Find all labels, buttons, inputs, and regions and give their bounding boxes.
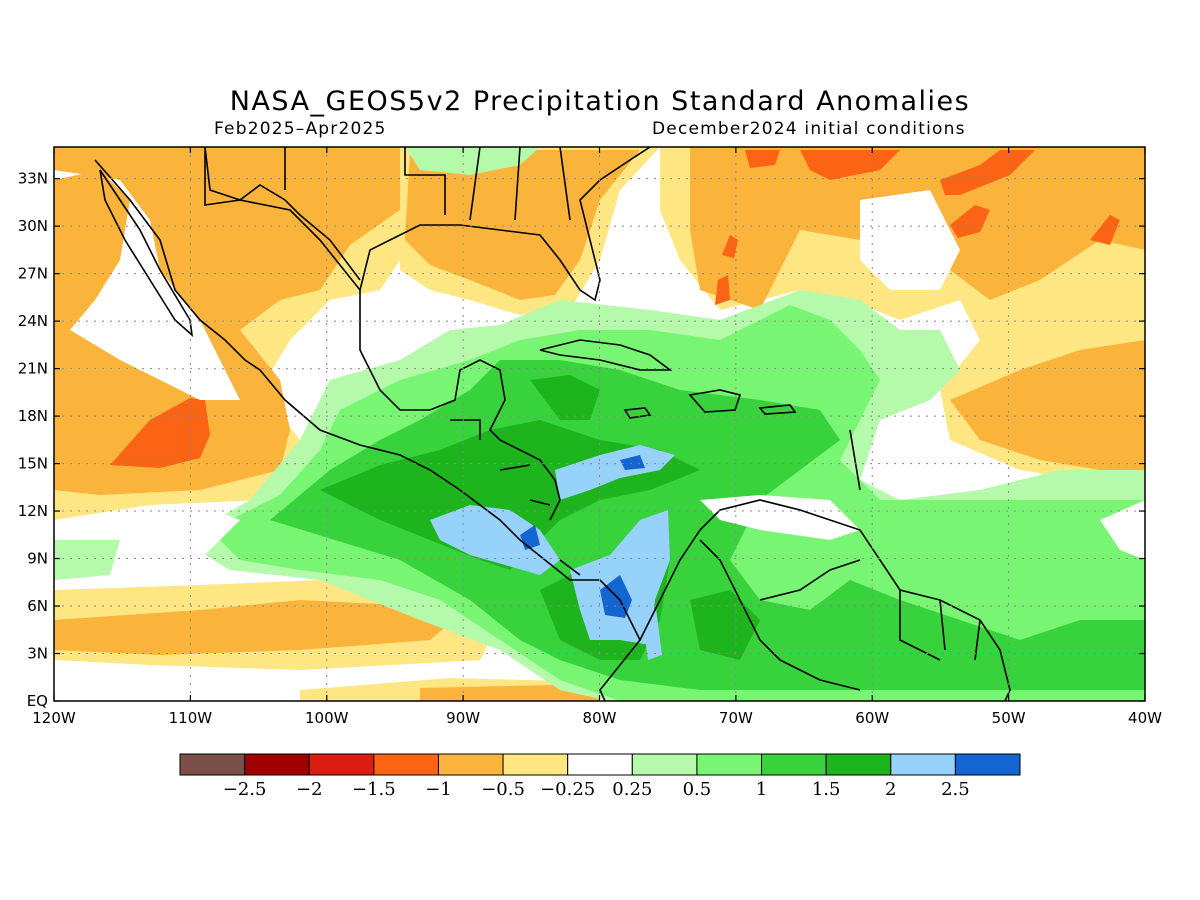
lat-tick-label: 6N [27,597,48,615]
colorbar-swatch [437,753,504,776]
anomaly-field [54,147,1145,701]
anomaly-region [722,235,738,258]
anomaly-region [430,505,560,575]
anomaly-region [690,590,760,660]
colorbar-swatch [567,753,633,776]
anomaly-region [54,540,120,580]
anomaly-region [860,190,960,290]
lon-tick-label: 120W [32,709,76,727]
coastline-hispaniola [688,389,742,413]
border-south-america [699,539,981,691]
grid-lines [54,147,1145,701]
lon-tick-label: 80W [583,709,617,727]
lat-tick-label: 33N [18,170,48,188]
lon-tick-label: 50W [992,709,1026,727]
colorbar-label: −2.5 [223,779,267,800]
colorbar-label: 1.5 [812,779,841,800]
colorbar-swatch [179,753,246,776]
coastline-jamaica [623,407,652,419]
anomaly-region [530,375,600,420]
chart-title: NASA_GEOS5v2 Precipitation Standard Anom… [229,86,971,117]
colorbar-swatch [696,753,763,776]
anomaly-region [110,398,210,468]
lat-tick-label: 3N [27,645,48,663]
lat-tick-label: 27N [18,265,48,283]
colorbar-label: −2 [296,779,323,800]
coastline-south-america [639,499,1011,701]
lat-tick-label: 9N [27,550,48,568]
anomaly-region [405,150,640,300]
anomaly-region [940,150,1035,195]
coastline-baja [99,169,194,338]
colorbar-swatch [308,753,375,776]
colorbar-label: 1 [756,779,767,800]
colorbar-swatch [502,753,569,776]
colorbar-swatch [373,753,439,776]
colorbar-label: 2.5 [941,779,970,800]
colorbar-label: 0.25 [612,779,652,800]
lon-tick-label: 90W [446,709,480,727]
anomaly-region [800,150,900,180]
coastline-lesser-antilles [849,429,861,491]
lat-tick-label: 24N [18,312,48,330]
lat-tick-label: EQ [27,692,48,710]
colorbar-label: 2 [885,779,896,800]
anomaly-region [642,608,662,660]
anomaly-region [620,455,645,470]
coastline-gulf [204,147,561,521]
lat-tick-label: 30N [18,217,48,235]
anomaly-region [700,495,860,540]
border-us-states [284,147,571,221]
colorbar-label: −1 [425,779,452,800]
lat-tick-label: 12N [18,502,48,520]
anomaly-region [950,205,990,238]
forecast-period: Feb2025–Apr2025 [214,119,387,139]
colorbar-label: −1.5 [352,779,396,800]
coastlines [94,147,1011,701]
anomaly-region [54,600,460,655]
lon-tick-label: 100W [305,709,349,727]
colorbar-swatch [825,753,892,776]
lat-tick-label: 21N [18,360,48,378]
colorbar-swatch [954,753,1021,776]
anomaly-region [405,147,540,175]
lon-tick-label: 40W [1128,709,1162,727]
coastline-puerto-rico [758,404,797,415]
anomaly-region [745,150,780,168]
anomaly-region [420,684,600,701]
lat-tick-label: 15N [18,455,48,473]
colorbar-swatch [631,753,698,776]
initial-conditions: December2024 initial conditions [652,119,966,139]
border-central-america [450,419,581,576]
colorbar-label: 0.5 [683,779,712,800]
lon-tick-label: 70W [719,709,753,727]
colorbar-swatch [890,753,956,776]
lon-tick-label: 110W [169,709,213,727]
coastline-us-gulf [359,147,651,302]
anomaly-region [950,340,1145,480]
colorbar-swatch [244,753,310,776]
lat-tick-label: 18N [18,407,48,425]
lon-tick-label: 60W [855,709,889,727]
colorbar-swatch [761,753,827,776]
anomaly-region [555,445,675,500]
coastline-cuba [539,339,673,371]
colorbar: −2.5 −2 −1.5 −1 −0.5 −0.25 0.25 0.5 1 1.5 2 2.5 [179,753,1021,800]
anomaly-region [1100,500,1145,560]
anomaly-region [1090,215,1120,245]
colorbar-label: −0.5 [481,779,525,800]
border-mexico-us [204,147,361,281]
colorbar-label: −0.25 [540,779,595,800]
anomaly-region [715,275,730,305]
coastline-mexico-pacific [94,159,641,701]
